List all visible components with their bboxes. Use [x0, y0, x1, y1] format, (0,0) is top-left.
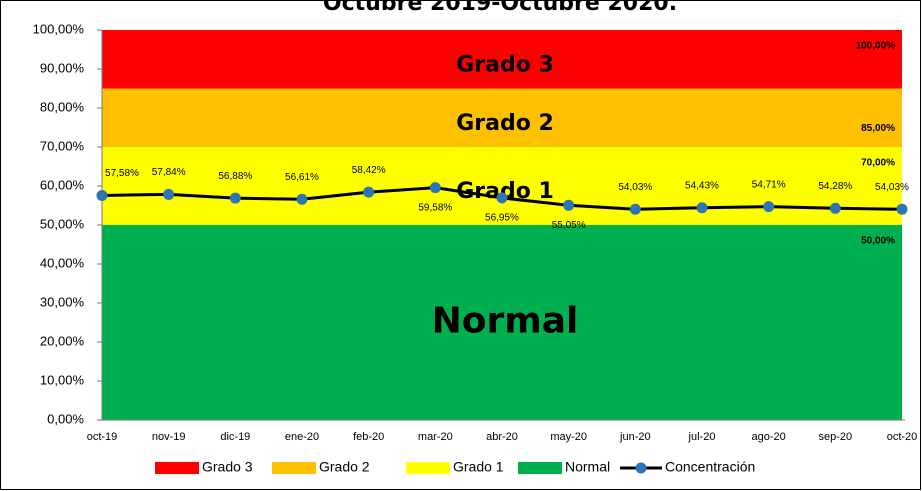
marker — [563, 199, 575, 211]
legend-marker — [635, 462, 647, 474]
y-tick-label: 90,00% — [40, 60, 85, 75]
x-tick-label: jul-20 — [688, 431, 716, 443]
marker — [763, 201, 775, 213]
y-tick-label: 60,00% — [40, 177, 85, 192]
y-tick-label: 70,00% — [40, 138, 85, 153]
data-label: 56,95% — [485, 213, 519, 224]
legend-swatch — [406, 462, 450, 474]
x-tick-label: oct-20 — [887, 431, 918, 443]
data-label: 57,58% — [105, 168, 139, 179]
boundary-label: 50,00% — [861, 236, 895, 247]
legend-label: Grado 3 — [202, 459, 253, 475]
x-tick-label: sep-20 — [819, 431, 853, 443]
data-label: 58,42% — [352, 165, 386, 176]
legend-label: Grado 1 — [453, 459, 504, 475]
marker — [896, 203, 908, 215]
data-label: 56,88% — [218, 171, 252, 182]
data-label: 57,84% — [152, 167, 186, 178]
data-label: 54,03% — [875, 182, 909, 193]
y-tick-label: 0,00% — [47, 411, 84, 426]
boundary-label: 70,00% — [861, 158, 895, 169]
x-tick-label: feb-20 — [353, 431, 384, 443]
y-tick-label: 10,00% — [40, 372, 85, 387]
data-label: 54,43% — [685, 180, 719, 191]
x-tick-label: ene-20 — [285, 431, 319, 443]
x-tick-label: oct-19 — [87, 431, 118, 443]
marker — [629, 203, 641, 215]
marker — [696, 202, 708, 214]
data-label: 56,61% — [285, 172, 319, 183]
data-label: 55,05% — [552, 220, 586, 231]
band-label: Grado 3 — [456, 52, 554, 77]
x-tick-label: ago-20 — [752, 431, 786, 443]
boundary-label: 85,00% — [861, 123, 895, 134]
boundary-label: 100,00% — [856, 41, 896, 52]
area-band — [102, 30, 902, 89]
y-tick-label: 20,00% — [40, 333, 85, 348]
legend-label: Concentración — [665, 459, 755, 475]
data-label: 59,58% — [418, 202, 452, 213]
y-tick-label: 30,00% — [40, 294, 85, 309]
x-tick-label: abr-20 — [486, 431, 518, 443]
area — [102, 225, 902, 420]
y-tick-label: 50,00% — [40, 216, 85, 231]
legend-label: Grado 2 — [319, 459, 370, 475]
x-tick-label: nov-19 — [152, 431, 186, 443]
marker — [496, 192, 508, 204]
marker — [829, 202, 841, 214]
area — [102, 30, 902, 89]
data-label: 54,71% — [752, 179, 786, 190]
legend-swatch — [272, 462, 316, 474]
area-band — [102, 88, 902, 147]
marker — [363, 186, 375, 198]
marker — [429, 182, 441, 194]
data-label: 54,03% — [618, 182, 652, 193]
area-band — [102, 225, 902, 420]
x-tick-label: may-20 — [550, 431, 587, 443]
x-tick-label: dic-19 — [220, 431, 250, 443]
area — [102, 88, 902, 147]
y-tick-label: 100,00% — [33, 21, 85, 36]
x-tick-label: mar-20 — [418, 431, 453, 443]
band-label: Normal — [432, 301, 579, 342]
y-tick-label: 40,00% — [40, 255, 85, 270]
data-label: 54,28% — [818, 181, 852, 192]
chart-title: Octubre 2019-Octubre 2020. — [323, 0, 677, 16]
band-label: Grado 2 — [456, 111, 554, 136]
legend-label: Normal — [565, 459, 610, 475]
marker — [296, 193, 308, 205]
marker — [229, 192, 241, 204]
marker — [163, 188, 175, 200]
y-tick-label: 80,00% — [40, 99, 85, 114]
marker — [96, 189, 108, 201]
legend-swatch — [155, 462, 199, 474]
x-tick-label: jun-20 — [619, 431, 651, 443]
legend-swatch — [518, 462, 562, 474]
